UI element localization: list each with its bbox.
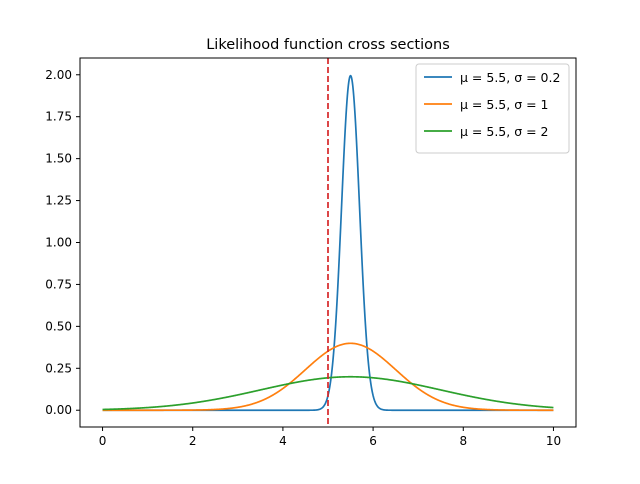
x-tick-label-0: 0 <box>99 434 107 448</box>
y-tick-label-6: 1.50 <box>45 152 72 166</box>
legend-label-0: μ = 5.5, σ = 0.2 <box>460 70 560 85</box>
y-tick-label-1: 0.25 <box>45 361 72 375</box>
series-group <box>102 58 554 427</box>
legend-label-1: μ = 5.5, σ = 1 <box>460 97 549 112</box>
legend-frame <box>415 63 570 154</box>
x-tick-label-1: 2 <box>189 434 197 448</box>
x-tick-label-2: 4 <box>279 434 287 448</box>
y-tick-label-3: 0.75 <box>45 277 72 291</box>
x-tick-label-3: 6 <box>369 434 377 448</box>
y-tick-label-0: 0.00 <box>45 403 72 417</box>
chart-title: Likelihood function cross sections <box>206 37 450 53</box>
y-tick-label-2: 0.50 <box>45 319 72 333</box>
x-tick-label-4: 8 <box>459 434 467 448</box>
legend: μ = 5.5, σ = 0.2 μ = 5.5, σ = 1 μ = 5.5, σ… <box>415 63 570 154</box>
x-tick-label-5: 10 <box>546 434 561 448</box>
y-tick-label-4: 1.00 <box>45 236 72 250</box>
legend-label-2: μ = 5.5, σ = 2 <box>460 124 549 139</box>
y-tick-label-7: 1.75 <box>45 110 72 124</box>
y-tick-label-5: 1.25 <box>45 194 72 208</box>
y-tick-label-8: 2.00 <box>45 68 72 82</box>
plot-area: 0 2 4 6 8 10 0.00 0.25 0.50 0.75 1.00 1.25 1.50 1.75 2… <box>45 57 577 448</box>
